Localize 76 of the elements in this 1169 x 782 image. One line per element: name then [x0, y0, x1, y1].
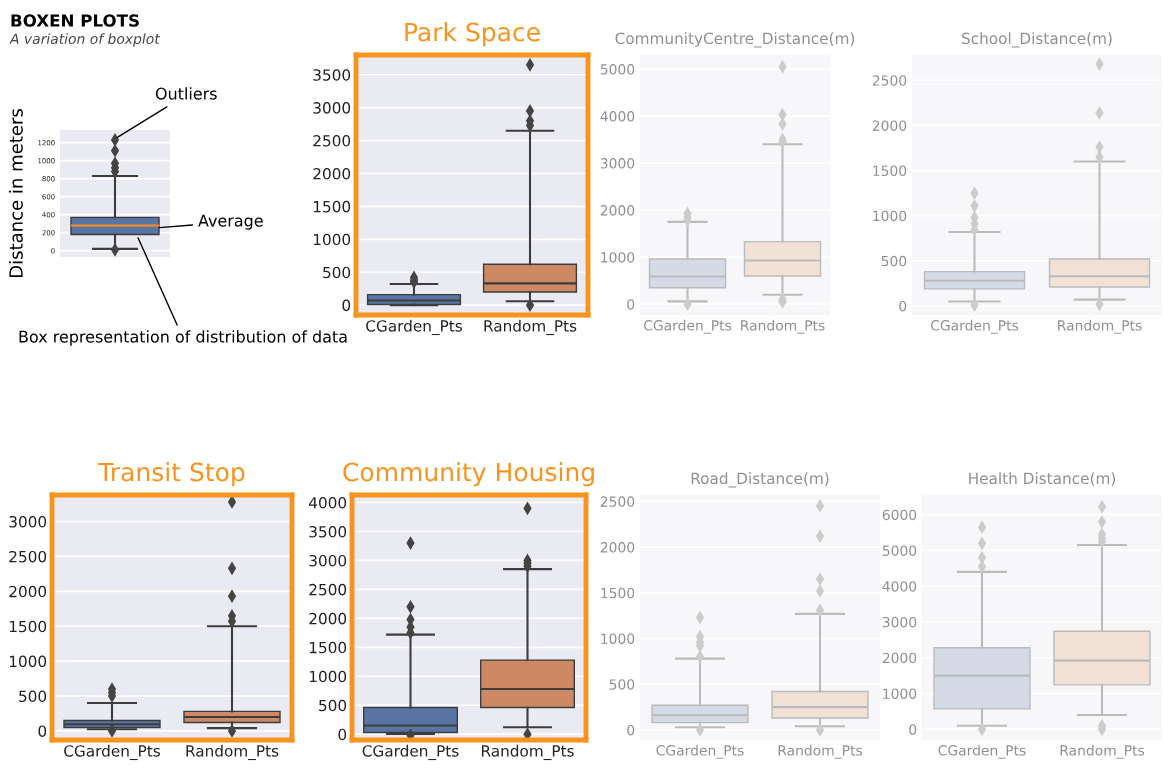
- y-tick-label: 4000: [882, 581, 917, 592]
- y-tick-label: 2500: [313, 135, 351, 147]
- y-tick-label: 3000: [313, 102, 351, 114]
- chart-title: Park Space: [405, 22, 540, 47]
- y-tick-label: 2000: [9, 585, 47, 598]
- y-tick-label: 1000: [601, 252, 635, 263]
- chart-title: BOXEN PLOTS: [11, 14, 139, 27]
- y-tick-label: 2500: [600, 496, 635, 507]
- y-tick-label: 4000: [600, 111, 635, 122]
- chart-title: School_Distance(m): [962, 32, 1112, 48]
- y-tick-label: 3000: [309, 554, 347, 567]
- y-tick-label: 5000: [882, 545, 917, 556]
- x-tick-label: Random_Pts: [484, 319, 577, 336]
- x-tick-label: Random_Pts: [741, 319, 825, 334]
- x-tick-label: CGarden_Pts: [930, 319, 1019, 334]
- y-tick-label: 1000: [601, 633, 635, 644]
- x-tick-label: CGarden_Pts: [366, 319, 462, 336]
- y-tick-label: 5000: [600, 64, 635, 75]
- y-tick-label: 500: [323, 266, 351, 279]
- x-tick-label: Random_Pts: [1058, 319, 1142, 334]
- y-tick-label: 0: [338, 728, 347, 741]
- text: Average: [198, 214, 263, 230]
- x-tick-label: Random_Pts: [778, 744, 863, 759]
- chart-title: Transit Stop: [98, 462, 245, 487]
- y-axis-title: Distance in meters: [8, 109, 23, 278]
- x-tick-label: Random_Pts: [1060, 744, 1145, 759]
- chart-title: Road_Distance(m): [691, 472, 829, 488]
- y-tick-label: 0: [38, 725, 47, 737]
- x-tick-label: CGarden_Pts: [64, 744, 160, 761]
- x-tick-label: CGarden_Pts: [938, 744, 1026, 759]
- y-tick-label: 1000: [873, 210, 907, 222]
- y-tick-label: 0: [899, 300, 907, 312]
- y-tick-label: 2500: [309, 583, 347, 596]
- y-tick-label: 2000: [313, 167, 351, 180]
- x-tick-label: CGarden_Pts: [643, 319, 732, 334]
- y-tick-label: 2500: [872, 75, 907, 86]
- y-tick-label: 0: [909, 724, 917, 735]
- y-tick-label: 1500: [9, 620, 47, 633]
- y-tick-label: 2000: [882, 652, 917, 664]
- x-tick-label: CGarden_Pts: [656, 744, 744, 759]
- y-tick-label: 1500: [873, 165, 907, 177]
- y-tick-label: 1000: [9, 655, 47, 668]
- y-tick-label: 0: [627, 724, 635, 736]
- y-tick-label: 1000: [883, 688, 917, 699]
- y-tick-label: 4000: [309, 496, 347, 509]
- y-tick-label: 1000: [309, 670, 347, 683]
- y-tick-label: 500: [881, 255, 907, 267]
- y-tick-label: 0: [627, 299, 635, 310]
- y-tick-label: 3500: [309, 525, 347, 538]
- chart-title: CommunityCentre_Distance(m): [615, 32, 855, 48]
- y-tick-label: 1500: [313, 200, 351, 213]
- chart-title: Health Distance(m): [969, 472, 1115, 486]
- y-tick-label: 500: [609, 679, 635, 690]
- chart-subtitle: A variation of boxplot: [9, 33, 161, 47]
- y-tick-label: 2000: [309, 612, 347, 625]
- y-tick-label: 2000: [600, 542, 635, 553]
- y-tick-label: 500: [319, 699, 347, 712]
- y-tick-label: 6000: [882, 509, 917, 521]
- text: Box representation of distribution of data: [19, 330, 347, 346]
- x-tick-label: Random_Pts: [481, 744, 574, 761]
- y-tick-label: 3000: [9, 515, 47, 528]
- chart-title: Community Housing: [343, 462, 594, 487]
- y-tick-label: 3000: [882, 616, 917, 628]
- y-tick-label: 1500: [601, 587, 635, 599]
- x-tick-label: Random_Pts: [186, 744, 279, 761]
- x-tick-label: CGarden_Pts: [362, 744, 459, 761]
- y-tick-label: 2000: [600, 205, 635, 216]
- y-tick-label: 500: [19, 690, 47, 703]
- y-tick-label: 3000: [600, 158, 635, 169]
- y-tick-label: 1000: [313, 233, 351, 246]
- y-tick-label: 0: [342, 299, 351, 312]
- text: Outliers: [155, 87, 217, 100]
- y-tick-label: 3500: [313, 69, 351, 81]
- y-tick-label: 2500: [9, 550, 47, 563]
- y-tick-label: 2000: [872, 120, 907, 131]
- y-tick-label: 1500: [309, 641, 347, 654]
